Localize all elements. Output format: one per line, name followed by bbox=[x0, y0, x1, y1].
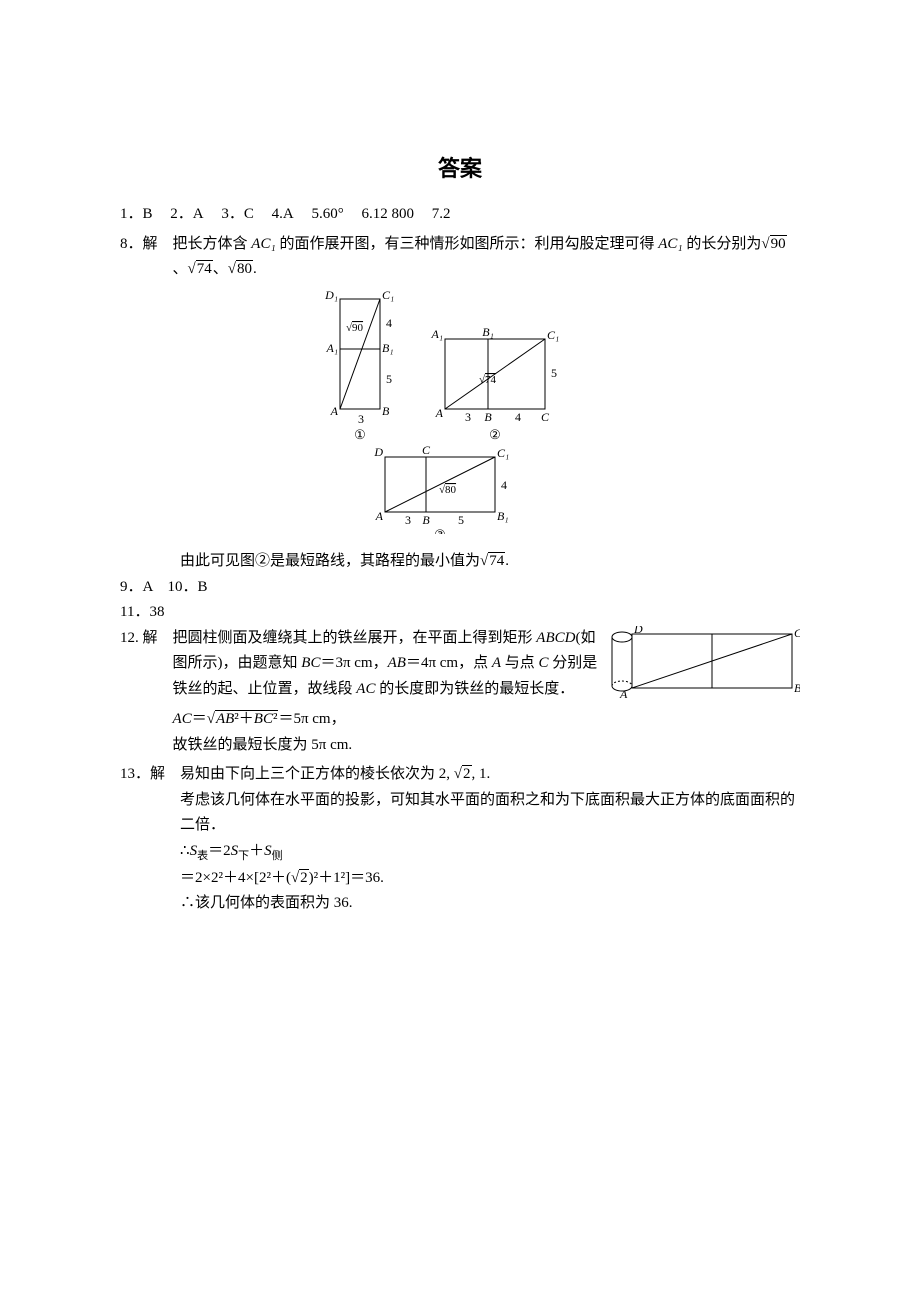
diagram-8: D₁ C₁ A₁ B₁ A B 4 5 3 √90 ① A₁ B₁ C₁ A B… bbox=[120, 289, 800, 544]
svg-text:B₁: B₁ bbox=[482, 325, 494, 339]
svg-text:A: A bbox=[375, 509, 384, 523]
line-9-10: 9．A 10．B bbox=[120, 575, 800, 601]
ans-2: 2．A bbox=[170, 206, 203, 222]
line-11: 11．38 bbox=[120, 600, 800, 626]
svg-text:①: ① bbox=[354, 427, 366, 442]
short-answers-line: 1．B 2．A 3．C 4.A 5.60° 6.12 800 7.2 bbox=[120, 202, 800, 228]
q12-num: 12. 解 bbox=[120, 626, 173, 759]
svg-text:C: C bbox=[422, 443, 431, 457]
svg-text:B: B bbox=[794, 681, 800, 695]
svg-text:√74: √74 bbox=[479, 374, 497, 386]
fig3: D C C₁ A B B₁ 3 5 4 √80 ③ bbox=[373, 443, 509, 534]
diagram-12: D C A B bbox=[610, 626, 800, 708]
ans-7: 7.2 bbox=[432, 206, 451, 222]
svg-text:A: A bbox=[619, 687, 628, 698]
ans-3: 3．C bbox=[221, 206, 254, 222]
svg-text:4: 4 bbox=[386, 316, 392, 330]
svg-text:C: C bbox=[541, 410, 550, 424]
svg-text:B₁: B₁ bbox=[382, 341, 394, 355]
ans-1: 1．B bbox=[120, 206, 153, 222]
q8-num: 8．解 bbox=[120, 232, 173, 283]
q13-body: 易知由下向上三个正方体的棱长依次为 2, 2, 1. 考虑该几何体在水平面的投影… bbox=[180, 762, 800, 916]
svg-text:A₁: A₁ bbox=[430, 327, 443, 341]
q13: 13．解 易知由下向上三个正方体的棱长依次为 2, 2, 1. 考虑该几何体在水… bbox=[120, 762, 800, 916]
svg-text:C₁: C₁ bbox=[547, 328, 559, 342]
q13-num: 13．解 bbox=[120, 762, 180, 916]
svg-text:4: 4 bbox=[501, 478, 507, 492]
q12: 12. 解 D C A B 把圆柱侧面及缠绕其上的铁丝展开，在平面上得到矩形 A… bbox=[120, 626, 800, 759]
svg-text:A: A bbox=[330, 404, 339, 418]
ans-4: 4.A bbox=[272, 206, 294, 222]
svg-text:B₁: B₁ bbox=[497, 509, 509, 523]
q8-body: 把长方体含 AC₁ 的面作展开图，有三种情形如图所示：利用勾股定理可得 AC₁ … bbox=[173, 232, 800, 283]
svg-text:C₁: C₁ bbox=[497, 446, 509, 460]
fig2: A₁ B₁ C₁ A B C 3 4 5 √74 ② bbox=[430, 325, 559, 442]
svg-text:5: 5 bbox=[386, 372, 392, 386]
svg-text:5: 5 bbox=[458, 513, 464, 527]
svg-text:B: B bbox=[484, 410, 492, 424]
svg-text:③: ③ bbox=[434, 527, 446, 534]
svg-text:②: ② bbox=[489, 427, 501, 442]
q8: 8．解 把长方体含 AC₁ 的面作展开图，有三种情形如图所示：利用勾股定理可得 … bbox=[120, 232, 800, 283]
svg-text:3: 3 bbox=[405, 513, 411, 527]
svg-text:4: 4 bbox=[515, 410, 521, 424]
svg-text:3: 3 bbox=[358, 412, 364, 426]
q8-conclusion: 由此可见图②是最短路线，其路程的最小值为74. bbox=[120, 549, 800, 575]
svg-text:D: D bbox=[373, 445, 383, 459]
svg-text:√80: √80 bbox=[439, 484, 457, 496]
svg-text:B: B bbox=[422, 513, 430, 527]
svg-text:A: A bbox=[435, 406, 444, 420]
svg-text:D: D bbox=[633, 626, 643, 636]
svg-text:5: 5 bbox=[551, 366, 557, 380]
svg-text:√90: √90 bbox=[346, 322, 364, 334]
ans-6: 6.12 800 bbox=[361, 206, 414, 222]
q12-body: D C A B 把圆柱侧面及缠绕其上的铁丝展开，在平面上得到矩形 ABCD(如图… bbox=[173, 626, 800, 759]
svg-text:3: 3 bbox=[465, 410, 471, 424]
svg-text:D₁: D₁ bbox=[324, 289, 338, 302]
ans-5: 5.60° bbox=[311, 206, 343, 222]
svg-text:C: C bbox=[794, 626, 800, 640]
page-title: 答案 bbox=[120, 150, 800, 187]
svg-text:A₁: A₁ bbox=[325, 341, 338, 355]
fig1: D₁ C₁ A₁ B₁ A B 4 5 3 √90 ① bbox=[324, 289, 394, 442]
svg-text:B: B bbox=[382, 404, 390, 418]
svg-text:C₁: C₁ bbox=[382, 289, 394, 302]
